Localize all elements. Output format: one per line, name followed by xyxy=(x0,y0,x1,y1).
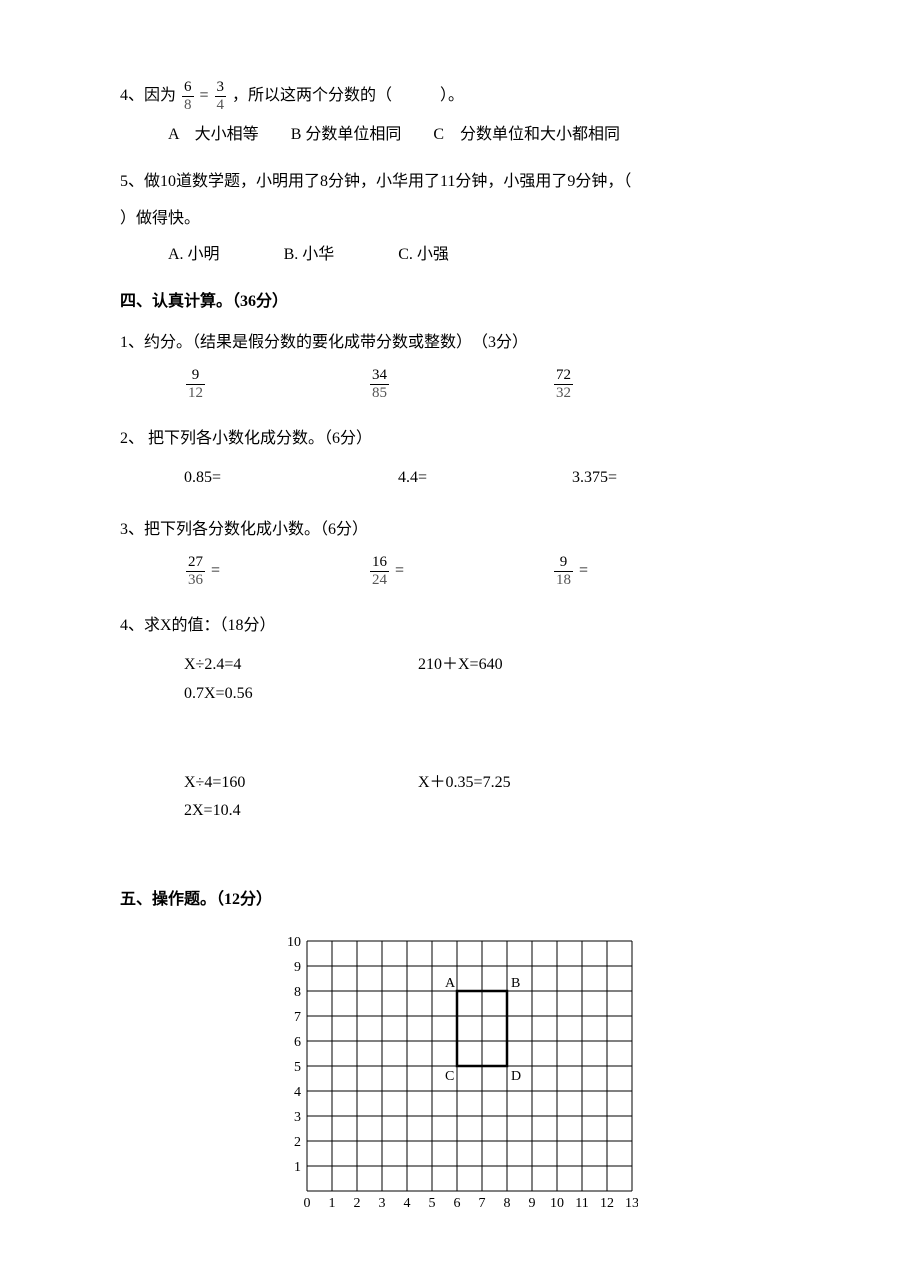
svg-text:3: 3 xyxy=(378,1196,385,1211)
frac-9-12: 9 12 xyxy=(184,368,364,401)
s4-sub4-row1: X÷2.4=4 210＋X=640 0.7X=0.56 xyxy=(120,651,810,709)
fraction-6-8: 6 8 xyxy=(182,80,194,113)
item-3375: 3.375= xyxy=(572,464,752,493)
svg-text:7: 7 xyxy=(294,1010,301,1025)
frac-9-18: 9 18 = xyxy=(552,555,732,588)
section-4-title: 四、认真计算。（36分） xyxy=(120,288,810,317)
frac-34-85: 34 85 xyxy=(368,368,548,401)
svg-text:8: 8 xyxy=(294,985,301,1000)
q5-option-a: A. 小明 xyxy=(168,241,220,270)
svg-text:5: 5 xyxy=(294,1060,301,1075)
frac-27-36: 27 36 = xyxy=(184,555,364,588)
s4-sub3-fracs: 27 36 = 16 24 = 9 18 = xyxy=(120,555,810,588)
svg-text:13: 13 xyxy=(625,1196,638,1211)
q4-options: A 大小相等 B 分数单位相同 C 分数单位和大小都相同 xyxy=(120,121,810,150)
q5-option-b: B. 小华 xyxy=(284,241,335,270)
s4-sub1-text: 1、约分。（结果是假分数的要化成带分数或整数） （3分） xyxy=(120,329,810,358)
svg-text:8: 8 xyxy=(503,1196,510,1211)
section-5-title: 五、操作题。（12分） xyxy=(120,886,810,915)
s4-sub4-text: 4、求X的值：（18分） xyxy=(120,612,810,641)
item-085: 0.85= xyxy=(184,464,394,493)
svg-text:0: 0 xyxy=(303,1196,310,1211)
svg-text:A: A xyxy=(445,976,456,991)
q4-option-a: A 大小相等 xyxy=(168,121,259,150)
s4-sub4-row2: X÷4=160 X＋0.35=7.25 2X=10.4 xyxy=(120,769,810,827)
coordinate-grid: 01234567891011121312345678910ABCD xyxy=(281,935,638,1211)
eq-x24: X÷2.4=4 xyxy=(184,651,414,680)
svg-text:9: 9 xyxy=(294,960,301,975)
svg-text:1: 1 xyxy=(328,1196,335,1211)
equals-sign: = xyxy=(200,87,209,104)
q4-option-b: B 分数单位相同 xyxy=(291,121,402,150)
svg-text:10: 10 xyxy=(550,1196,564,1211)
svg-text:7: 7 xyxy=(478,1196,485,1211)
question-4: 4、因为 6 8 = 3 4 ，所以这两个分数的（ ）。 xyxy=(120,80,810,113)
eq-x035: X＋0.35=7.25 xyxy=(418,769,648,798)
svg-text:2: 2 xyxy=(294,1135,301,1150)
svg-text:B: B xyxy=(511,976,520,991)
eq-210x: 210＋X=640 xyxy=(418,651,648,680)
question-5-line2: ）做得快。 xyxy=(120,205,810,234)
s4-sub2-items: 0.85= 4.4= 3.375= xyxy=(120,464,810,493)
svg-text:6: 6 xyxy=(294,1035,301,1050)
eq-2x: 2X=10.4 xyxy=(184,797,414,826)
svg-text:2: 2 xyxy=(353,1196,360,1211)
s4-sub3-text: 3、把下列各分数化成小数。（6分） xyxy=(120,516,810,545)
q4-prefix: 4、因为 xyxy=(120,87,176,104)
svg-text:D: D xyxy=(511,1069,521,1084)
svg-text:4: 4 xyxy=(403,1196,410,1211)
svg-text:4: 4 xyxy=(294,1085,301,1100)
frac-16-24: 16 24 = xyxy=(368,555,548,588)
eq-x4: X÷4=160 xyxy=(184,769,414,798)
q5-option-c: C. 小强 xyxy=(398,241,449,270)
svg-text:10: 10 xyxy=(287,935,301,950)
item-44: 4.4= xyxy=(398,464,568,493)
q5-options: A. 小明 B. 小华 C. 小强 xyxy=(120,241,810,270)
svg-text:9: 9 xyxy=(528,1196,535,1211)
s4-sub1-fracs: 9 12 34 85 72 32 xyxy=(120,368,810,401)
svg-text:11: 11 xyxy=(575,1196,588,1211)
frac-72-32: 72 32 xyxy=(552,368,732,401)
eq-07x: 0.7X=0.56 xyxy=(184,680,414,709)
fraction-3-4: 3 4 xyxy=(215,80,227,113)
svg-text:C: C xyxy=(445,1069,454,1084)
q4-option-c: C 分数单位和大小都相同 xyxy=(433,121,620,150)
svg-text:6: 6 xyxy=(453,1196,460,1211)
svg-text:12: 12 xyxy=(600,1196,614,1211)
s4-sub2-text: 2、 把下列各小数化成分数。（6分） xyxy=(120,425,810,454)
svg-text:3: 3 xyxy=(294,1110,301,1125)
svg-text:1: 1 xyxy=(294,1160,301,1175)
q4-suffix: ，所以这两个分数的（ ）。 xyxy=(232,87,464,104)
svg-text:5: 5 xyxy=(428,1196,435,1211)
question-5-line1: 5、做10道数学题，小明用了8分钟，小华用了11分钟，小强用了9分钟，（ xyxy=(120,168,810,197)
grid-figure: 01234567891011121312345678910ABCD xyxy=(108,935,810,1222)
